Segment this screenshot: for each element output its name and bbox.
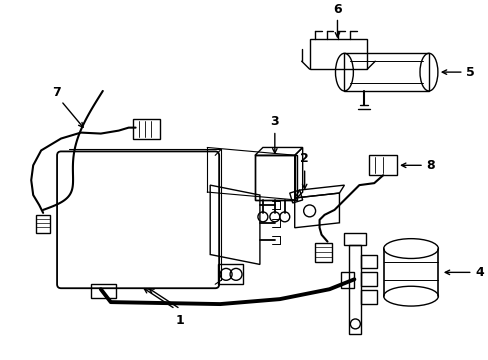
Text: 6: 6 xyxy=(332,3,341,16)
Text: 8: 8 xyxy=(426,159,434,172)
Text: 2: 2 xyxy=(300,152,308,165)
Text: 1: 1 xyxy=(176,314,184,328)
Text: 7: 7 xyxy=(52,86,61,99)
Text: 4: 4 xyxy=(474,266,483,279)
Text: 5: 5 xyxy=(466,66,474,78)
Text: 3: 3 xyxy=(270,115,279,128)
